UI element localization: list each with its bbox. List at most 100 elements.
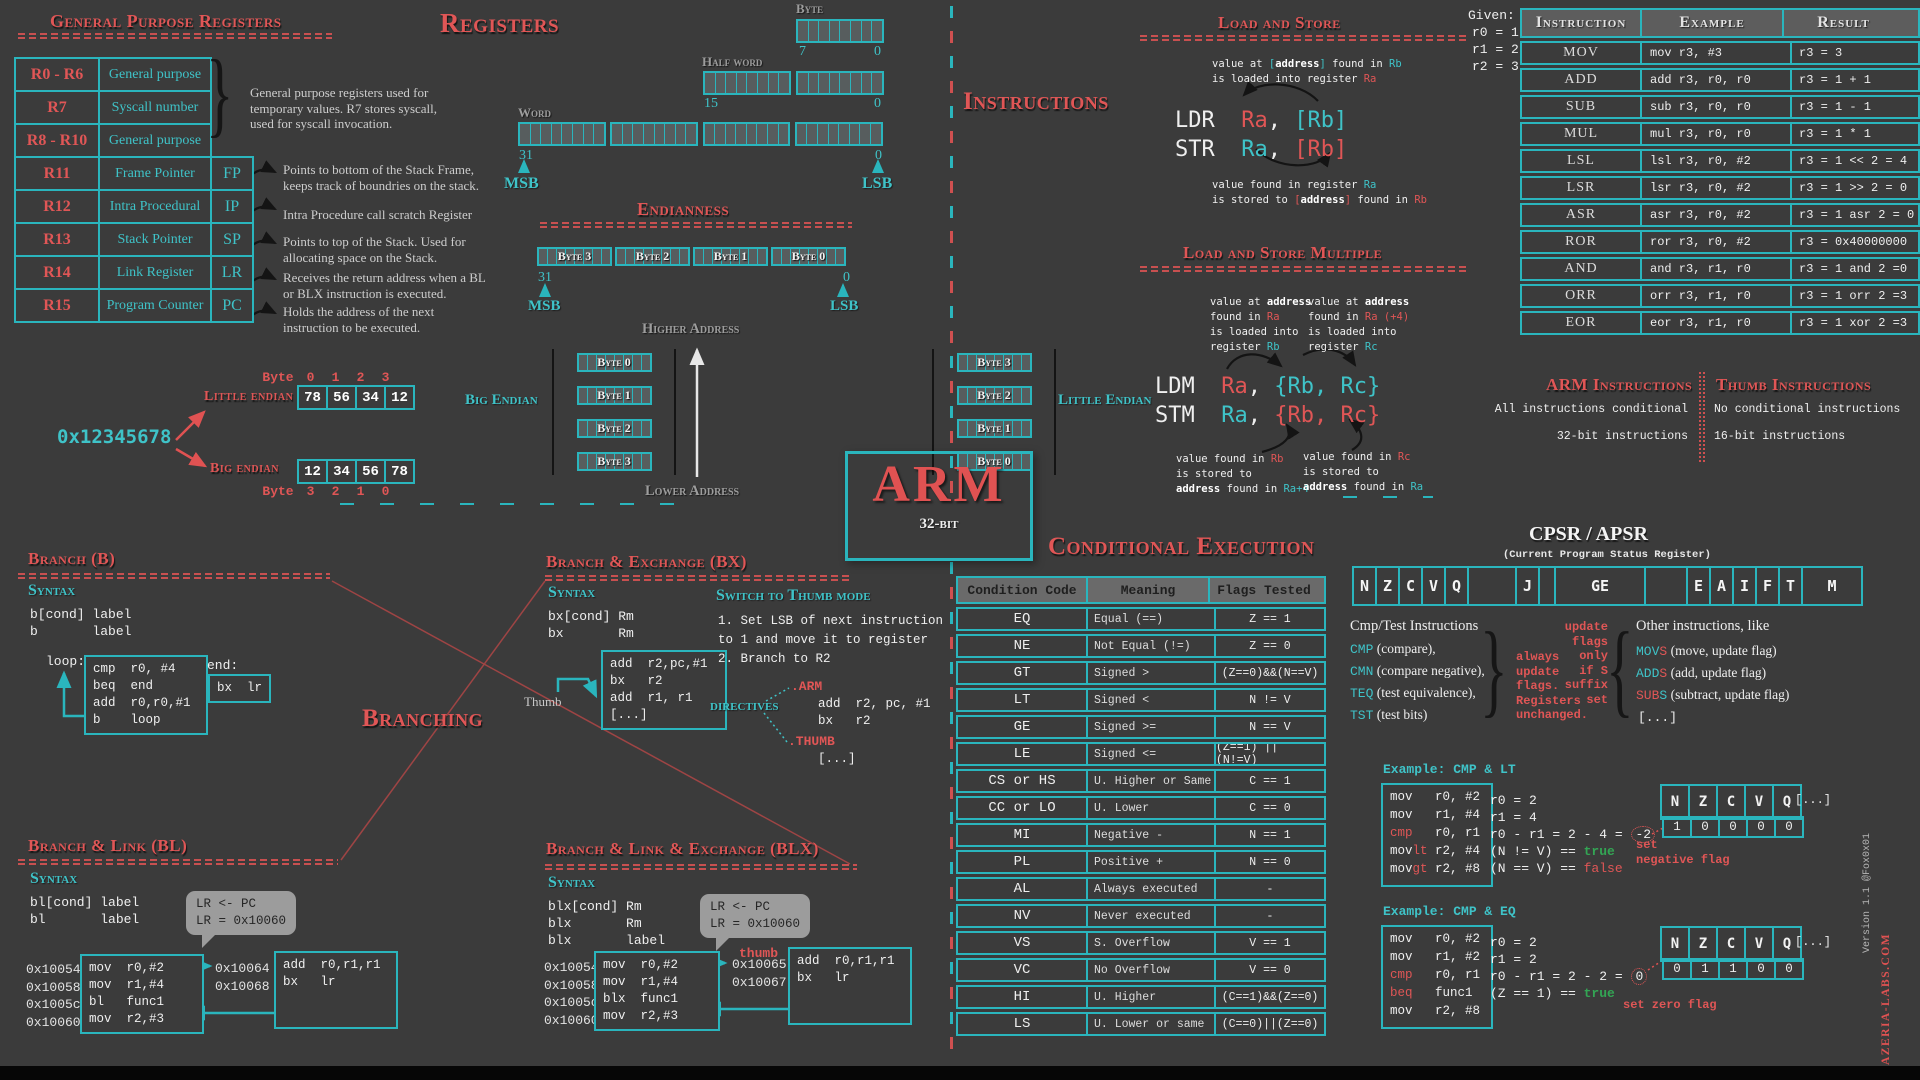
cmp-test-list: CMP (compare), CMN (compare negative), TEQ… — [1350, 641, 1485, 729]
instruction-row: ORR orr r3, r1, r0 r3 = 1 orr 2 =3 — [1520, 284, 1920, 308]
cond-row: NE Not Equal (!=) Z == 0 — [956, 634, 1326, 658]
word-bit0: 0 — [875, 148, 882, 163]
blx-addresses-right: 0x10065 0x10067 — [732, 957, 787, 990]
other-instr-item: ADDS (add, update flag) — [1636, 665, 1767, 681]
stm-line: STM Ra, {Rb, Rc} — [1155, 403, 1381, 428]
explain-line: (N == V) == false — [1490, 861, 1623, 876]
gpr-register: R15 — [14, 288, 100, 323]
cond-code: CS or HS — [988, 773, 1056, 789]
instruction-result: r3 = 0x40000000 — [1790, 232, 1918, 252]
instruction-row: EOR eor r3, r1, r0 r3 = 1 xor 2 =3 — [1520, 311, 1920, 335]
branch-bl-syntax-label: Syntax — [30, 870, 78, 887]
cond-flags: - — [1214, 879, 1324, 899]
flag-value: 0 — [1774, 816, 1804, 838]
hex-byte-word-top: Byte — [262, 370, 294, 385]
cond-code: NE — [1013, 638, 1031, 654]
thumb-directive: .THUMB — [788, 734, 835, 749]
bl-code-right-box: add r0,r1,r1 bx lr — [274, 951, 398, 1029]
cond-flags: N == 1 — [1214, 825, 1324, 845]
gpr-register: R8 - R10 — [14, 123, 100, 158]
thumb-directive-code: [...] — [818, 752, 856, 766]
cpsr-field-m: M — [1801, 566, 1863, 606]
registers-title: Registers — [440, 8, 560, 38]
instruction-name: ROR — [1565, 234, 1597, 249]
cond-row: CC or LO U. Lower C == 0 — [956, 796, 1326, 820]
instruction-example: sub r3, r0, r0 — [1640, 97, 1790, 117]
branch-bl-title: Branch & Link (BL) — [28, 836, 188, 855]
other-instr-item: SUBS (subtract, update flag) — [1636, 687, 1790, 703]
arm-logo-sub: 32-bit — [919, 516, 959, 532]
instruction-example: add r3, r0, r0 — [1640, 70, 1790, 90]
word-cells — [518, 122, 883, 146]
cond-row: EQ Equal (==) Z == 1 — [956, 607, 1326, 631]
directives-label: directives — [710, 697, 779, 714]
instruction-result: r3 = 3 — [1790, 43, 1918, 63]
cpsr-field-j: J — [1515, 566, 1540, 606]
instruction-row: MUL mul r3, r0, r0 r3 = 1 * 1 — [1520, 122, 1920, 146]
hex-big-cells: 12 34 56 78 — [297, 459, 415, 484]
cond-meaning: Signed > — [1086, 663, 1214, 683]
gpr-brace-note: General purpose registers used for tempo… — [250, 85, 438, 131]
other-instr-title: Other instructions, like — [1636, 618, 1770, 634]
endian-bit31: 31 — [538, 270, 552, 285]
cond-code: GE — [1013, 719, 1031, 735]
cpsr-note-right: update flags only if S suffix set — [1564, 620, 1608, 707]
given-label: Given: — [1468, 8, 1515, 23]
code-line: mov r0, #2 — [1390, 790, 1481, 804]
instruction-name: MUL — [1563, 126, 1599, 141]
instruction-example: asr r3, r0, #2 — [1640, 205, 1790, 225]
explain-line: r0 - r1 = 2 - 2 = 0 — [1490, 968, 1648, 986]
blx-lr-bubble: LR <- PC LR = 0x10060 — [700, 894, 811, 951]
stm-note-bottom-left: value found in Rb is stored to address f… — [1176, 453, 1309, 495]
cond-flags: (C==0)||(Z==0) — [1214, 1014, 1324, 1034]
end-code-box: bx lr — [208, 674, 272, 703]
cpsr-field-e: E — [1686, 566, 1711, 606]
gpr-note-r14: Receives the return address when a BL or… — [283, 270, 486, 301]
flag-cell: V — [1744, 926, 1774, 962]
endianness-title: Endianness — [637, 199, 730, 219]
cond-code: HI — [1013, 989, 1031, 1005]
word-msb-label: MSB — [504, 175, 539, 192]
set-zero-flag-note: set zero flag — [1623, 998, 1717, 1012]
instruction-result: r3 = 1 - 1 — [1790, 97, 1918, 117]
bl-addresses-right: 0x10064 0x10068 — [215, 961, 270, 994]
stm-note-bottom-right: value found in Rc is stored to address f… — [1303, 451, 1424, 493]
load-store-title: Load and Store — [1218, 13, 1341, 32]
hex-byte-word-bottom: Byte — [262, 484, 294, 499]
cond-exec-table: Condition Code Meaning Flags Tested EQ E… — [956, 576, 1326, 1036]
endian-reg-byte0: Byte 0 — [771, 247, 846, 266]
switch-thumb-text: 1. Set LSB of next instruction to 1 and … — [718, 614, 944, 666]
halfword-bit0: 0 — [874, 96, 881, 111]
cond-flags: N == V — [1214, 717, 1324, 737]
byte-label: Byte — [796, 1, 824, 16]
gpr-row: R0 - R6 General purpose — [14, 57, 254, 92]
instruction-table: Instruction Example Result MOV mov r3, #… — [1520, 8, 1920, 335]
big-endian-stack: Byte 0 Byte 1 Byte 2 Byte 3 — [552, 349, 676, 475]
cond-row: VS S. Overflow V == 1 — [956, 931, 1326, 955]
cpsr-subtitle: (Current Program Status Register) — [1503, 549, 1711, 561]
cpsr-field-f: F — [1755, 566, 1780, 606]
example-eq-flags-more: [...] — [1795, 935, 1832, 949]
load-store-note-top: value at [address] found in Rb is loaded… — [1212, 58, 1402, 85]
word-byte0-cells — [794, 122, 883, 146]
big-endian-label: Big Endian — [465, 392, 538, 408]
cpsr-field-blank1 — [1467, 566, 1517, 606]
cpsr-field-blank3 — [1644, 566, 1688, 606]
cond-flags: C == 1 — [1214, 771, 1324, 791]
flag-cell: N — [1660, 784, 1690, 820]
flag-cell: Z — [1688, 926, 1718, 962]
cond-flags: - — [1214, 906, 1324, 926]
code-line: cmp r0, r1 — [1390, 826, 1481, 840]
instructions-title: Instructions — [963, 88, 1109, 115]
ldm-note-top-right: value at address found in Ra (+4) is loa… — [1308, 296, 1410, 353]
other-instr-list: MOVS (move, update flag) ADDS (add, updat… — [1636, 643, 1789, 709]
gpr-description: Program Counter — [98, 288, 212, 323]
instruction-example: eor r3, r1, r0 — [1640, 313, 1790, 333]
cond-table-header: Condition Code Meaning Flags Tested — [956, 576, 1326, 604]
cond-row: VC No Overflow V == 0 — [956, 958, 1326, 982]
endian-reg-byte2: Byte 2 — [615, 247, 690, 266]
instruction-example: orr r3, r1, r0 — [1640, 286, 1790, 306]
instruction-name: MOV — [1563, 45, 1599, 60]
